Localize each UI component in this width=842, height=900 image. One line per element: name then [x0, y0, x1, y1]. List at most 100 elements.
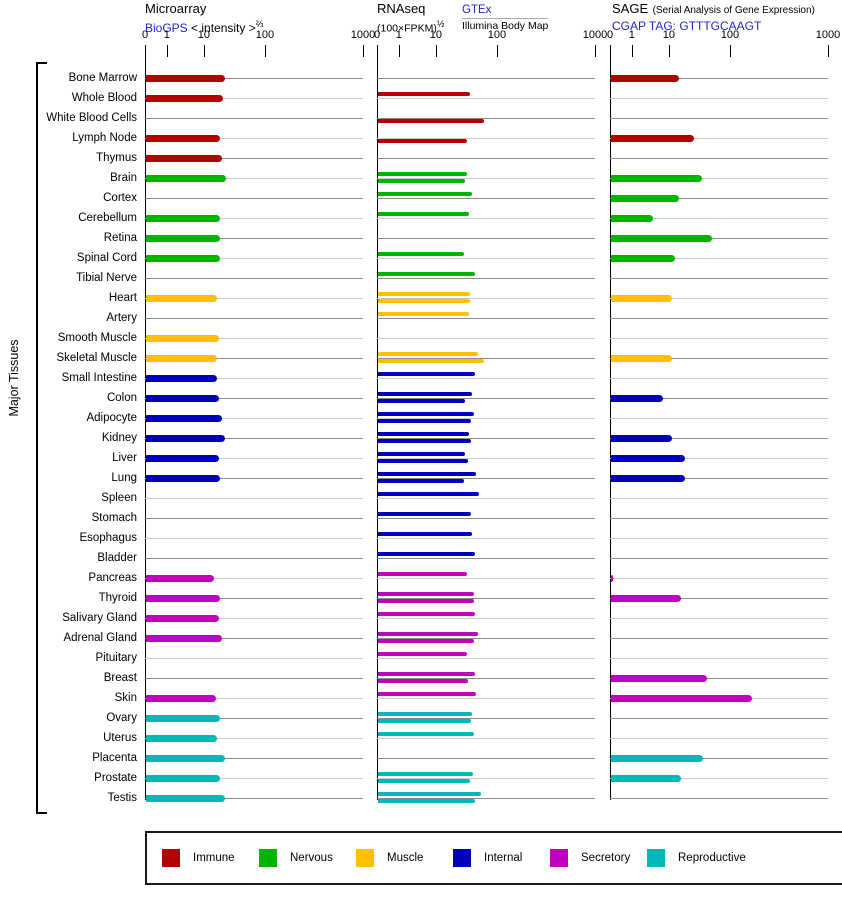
- legend-item-internal: Internal: [453, 849, 550, 867]
- bar-rnaseq-gtex: [378, 492, 479, 496]
- row-guide-line: [145, 758, 363, 759]
- tissue-label: Tibial Nerve: [76, 272, 137, 284]
- row-guide-line: [610, 198, 828, 199]
- row-guide-line: [145, 458, 363, 459]
- x-tick-label-sage: 1: [628, 29, 635, 41]
- row-guide-line: [145, 298, 363, 299]
- row-guide-line: [377, 618, 595, 619]
- x-tick-label-rnaseq: 100: [487, 29, 507, 41]
- tissue-label: White Blood Cells: [46, 112, 137, 124]
- x-tick-label-rnaseq: 1: [395, 29, 402, 41]
- bar-sage: [611, 475, 686, 482]
- bar-rnaseq-gtex: [378, 472, 477, 476]
- row-guide-line: [145, 738, 363, 739]
- bar-rnaseq-gtex: [378, 772, 473, 776]
- legend-swatch-internal: [453, 849, 471, 867]
- tissue-label: Artery: [106, 312, 137, 324]
- row-guide-line: [377, 538, 595, 539]
- row-guide-line: [145, 798, 363, 799]
- row-guide-line: [610, 378, 828, 379]
- row-guide-line: [377, 78, 595, 79]
- row-guide-line: [610, 478, 828, 479]
- bar-rnaseq-illumina: [378, 459, 468, 463]
- tissue-label: Cortex: [103, 192, 137, 204]
- legend-label-secretory: Secretory: [581, 852, 631, 864]
- x-tick-label-rnaseq: 1000: [582, 29, 608, 41]
- row-guide-line: [377, 118, 595, 119]
- row-guide-line: [377, 458, 595, 459]
- row-guide-line: [145, 98, 363, 99]
- bar-microarray: [146, 135, 221, 142]
- row-guide-line: [610, 798, 828, 799]
- row-guide-line: [377, 398, 595, 399]
- row-guide-line: [377, 638, 595, 639]
- row-guide-line: [145, 278, 363, 279]
- tissue-label: Ovary: [106, 712, 137, 724]
- row-guide-line: [145, 378, 363, 379]
- row-guide-line: [610, 438, 828, 439]
- tissue-label: Thymus: [96, 152, 137, 164]
- legend-swatch-immune: [162, 849, 180, 867]
- bar-microarray: [146, 415, 222, 422]
- bar-microarray: [146, 395, 219, 402]
- x-tick-sage: [828, 45, 829, 57]
- panel-header-sage: SAGE (Serial Analysis of Gene Expression…: [612, 2, 815, 34]
- row-guide-line: [377, 258, 595, 259]
- bar-microarray: [146, 335, 219, 342]
- bar-sage: [611, 195, 679, 202]
- bar-microarray: [146, 255, 221, 262]
- tissue-label: Spinal Cord: [76, 252, 137, 264]
- microarray-scale-label: < intensity >: [191, 21, 256, 35]
- x-tick-microarray: [203, 45, 205, 57]
- legend-swatch-secretory: [550, 849, 568, 867]
- tissue-label: Smooth Muscle: [57, 332, 137, 344]
- row-guide-line: [145, 218, 363, 219]
- tissue-label: Skeletal Muscle: [56, 352, 137, 364]
- row-guide-line: [610, 318, 828, 319]
- tissue-label: Thyroid: [98, 592, 137, 604]
- tissue-label: Uterus: [103, 732, 137, 744]
- row-guide-line: [377, 718, 595, 719]
- row-guide-line: [145, 198, 363, 199]
- tissue-label: Lymph Node: [72, 132, 137, 144]
- row-guide-line: [377, 198, 595, 199]
- row-guide-line: [145, 118, 363, 119]
- row-guide-line: [377, 658, 595, 659]
- row-guide-line: [610, 158, 828, 159]
- bar-microarray: [146, 755, 225, 762]
- bar-rnaseq-gtex: [378, 792, 482, 796]
- bar-rnaseq-illumina: [378, 639, 475, 643]
- x-tick-rnaseq: [377, 45, 378, 57]
- row-guide-line: [610, 98, 828, 99]
- legend-label-muscle: Muscle: [387, 852, 424, 864]
- row-guide-line: [610, 78, 828, 79]
- bar-rnaseq-gtex: [378, 612, 475, 616]
- rnaseq-scale-exponent: ½: [436, 19, 445, 29]
- row-guide-line: [145, 638, 363, 639]
- bar-rnaseq-gtex: [378, 512, 471, 516]
- x-tick-label-rnaseq: 0: [373, 29, 381, 41]
- bar-sage: [611, 75, 679, 82]
- row-guide-line: [377, 238, 595, 239]
- bar-sage: [611, 595, 681, 602]
- bar-rnaseq-illumina: [378, 719, 471, 723]
- tissue-label: Pancreas: [88, 572, 137, 584]
- bar-sage: [611, 435, 673, 442]
- row-guide-line: [610, 258, 828, 259]
- biogps-link[interactable]: BioGPS: [145, 21, 188, 35]
- tissue-label: Bladder: [97, 552, 137, 564]
- bar-microarray: [146, 715, 221, 722]
- cgap-tag-link[interactable]: CGAP TAG: GTTTGCAAGT: [612, 19, 762, 33]
- tissue-label: Breast: [103, 672, 137, 684]
- tissue-label: Adrenal Gland: [63, 632, 137, 644]
- bar-sage: [611, 295, 673, 302]
- bar-rnaseq-gtex: [378, 672, 475, 676]
- bar-microarray: [146, 95, 224, 102]
- bar-sage: [611, 235, 712, 242]
- gtex-link[interactable]: GTEx: [462, 4, 492, 16]
- tissue-label: Heart: [108, 292, 137, 304]
- row-guide-line: [145, 658, 363, 659]
- bar-rnaseq-illumina: [378, 799, 475, 803]
- bar-sage: [611, 395, 664, 402]
- row-guide-line: [610, 658, 828, 659]
